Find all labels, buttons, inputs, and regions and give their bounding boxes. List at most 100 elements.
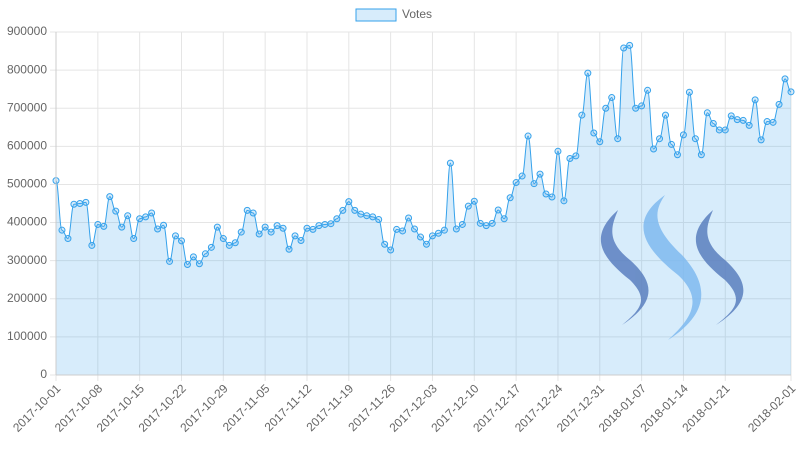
point [285, 245, 293, 253]
point [405, 214, 413, 222]
point [249, 209, 257, 217]
point [751, 96, 759, 104]
point [781, 75, 789, 83]
point [291, 232, 299, 240]
point [745, 121, 753, 129]
point [387, 246, 395, 254]
y-tick-label: 700000 [7, 100, 47, 114]
point [411, 225, 419, 233]
point [434, 229, 442, 237]
point [183, 260, 191, 268]
point [626, 41, 634, 49]
point [703, 109, 711, 117]
point [219, 235, 227, 243]
point [488, 219, 496, 227]
point [124, 212, 132, 220]
point [339, 206, 347, 214]
y-tick-label: 600000 [7, 139, 47, 153]
point [172, 232, 180, 240]
point [106, 193, 114, 201]
point [673, 151, 681, 159]
point [602, 104, 610, 112]
point [476, 219, 484, 227]
point [207, 243, 215, 251]
point [500, 215, 508, 223]
point [345, 198, 353, 206]
point [614, 135, 622, 143]
point [243, 206, 251, 214]
point [769, 118, 777, 126]
point [351, 206, 359, 214]
point [727, 112, 735, 120]
point [548, 193, 556, 201]
point [446, 159, 454, 167]
point [82, 198, 90, 206]
point [632, 104, 640, 112]
point [231, 239, 239, 247]
legend-label: Votes [402, 7, 432, 21]
point [148, 209, 156, 217]
point [261, 223, 269, 231]
point [763, 118, 771, 126]
point [195, 260, 203, 268]
point [225, 241, 233, 249]
point [201, 250, 209, 258]
point [279, 224, 287, 232]
point [644, 86, 652, 94]
point [452, 225, 460, 233]
point [213, 223, 221, 231]
watermark [600, 195, 744, 340]
point [494, 206, 502, 214]
point [590, 129, 598, 137]
point [697, 151, 705, 159]
y-tick-label: 500000 [7, 177, 47, 191]
point [656, 135, 664, 143]
point [440, 226, 448, 234]
point [88, 241, 96, 249]
area [56, 45, 791, 375]
point [375, 216, 383, 224]
y-tick-label: 900000 [7, 24, 47, 38]
point [662, 111, 670, 119]
point [620, 44, 628, 52]
point [327, 220, 335, 228]
point [470, 197, 478, 205]
point [357, 210, 365, 218]
point [100, 222, 108, 230]
point [596, 138, 604, 146]
point [130, 235, 138, 243]
point [369, 213, 377, 221]
point [94, 220, 102, 228]
point [142, 213, 150, 221]
point [321, 220, 329, 228]
point [554, 147, 562, 155]
point [422, 240, 430, 248]
point [154, 225, 162, 233]
point [70, 200, 78, 208]
point [608, 94, 616, 102]
point [572, 152, 580, 160]
point [303, 224, 311, 232]
point [560, 197, 568, 205]
point [458, 220, 466, 228]
point [506, 194, 514, 202]
point [273, 222, 281, 230]
point [787, 88, 795, 96]
point [739, 116, 747, 124]
point [721, 126, 729, 134]
point [417, 233, 425, 241]
point [757, 136, 765, 144]
point [584, 69, 592, 77]
point [775, 100, 783, 108]
y-tick-label: 800000 [7, 62, 47, 76]
point [536, 170, 544, 178]
point [482, 222, 490, 230]
y-tick-label: 400000 [7, 215, 47, 229]
point [160, 221, 168, 229]
point [578, 111, 586, 119]
point [667, 140, 675, 148]
point [733, 116, 741, 124]
point [315, 222, 323, 230]
point [691, 135, 699, 143]
